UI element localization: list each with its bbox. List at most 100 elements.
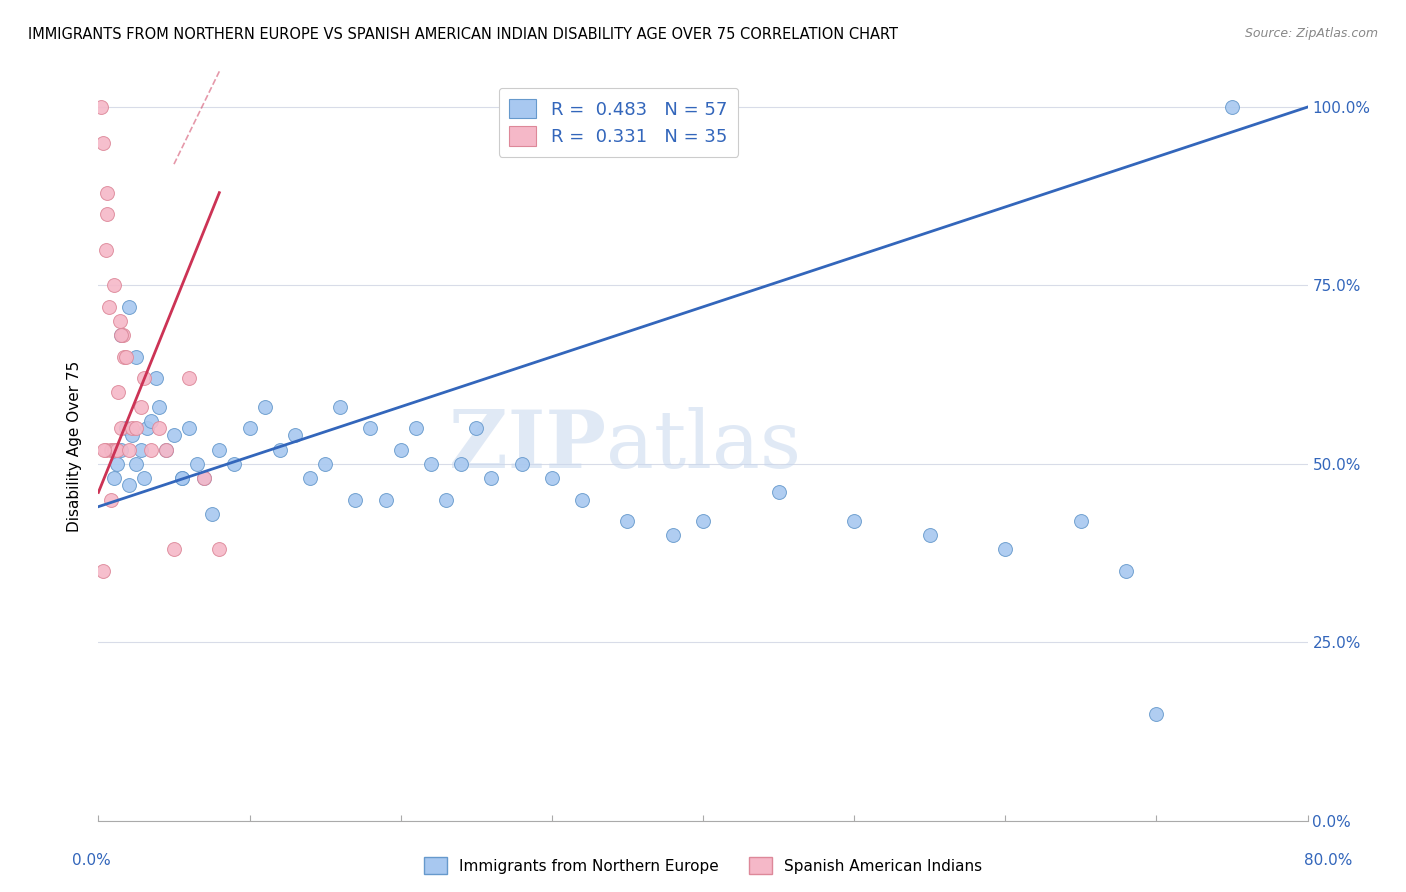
Point xyxy=(193,471,215,485)
Point xyxy=(269,442,291,457)
Point xyxy=(360,421,382,435)
Point xyxy=(96,186,118,200)
Point xyxy=(299,471,322,485)
Point xyxy=(434,492,457,507)
Point xyxy=(329,400,352,414)
Point xyxy=(94,442,117,457)
Point xyxy=(101,442,124,457)
Point xyxy=(450,457,472,471)
Point xyxy=(141,442,163,457)
Point xyxy=(108,314,131,328)
Point xyxy=(114,421,136,435)
Point xyxy=(125,421,148,435)
Point xyxy=(129,442,152,457)
Point xyxy=(253,400,276,414)
Point xyxy=(1146,706,1168,721)
Point xyxy=(110,421,132,435)
Point xyxy=(132,471,155,485)
Point xyxy=(193,471,215,485)
Point xyxy=(114,350,136,364)
Point xyxy=(1070,514,1092,528)
Point xyxy=(1220,100,1243,114)
Point xyxy=(201,507,224,521)
Point xyxy=(179,421,201,435)
Point xyxy=(94,243,117,257)
Point xyxy=(224,457,246,471)
Point xyxy=(104,442,127,457)
Point xyxy=(540,471,562,485)
Text: atlas: atlas xyxy=(606,407,801,485)
Point xyxy=(129,400,152,414)
Text: ZIP: ZIP xyxy=(450,407,606,485)
Point xyxy=(110,442,132,457)
Point xyxy=(90,100,112,114)
Point xyxy=(420,457,443,471)
Point xyxy=(389,442,412,457)
Point xyxy=(661,528,683,542)
Point xyxy=(118,442,141,457)
Point xyxy=(118,478,141,492)
Point xyxy=(163,428,186,442)
Point xyxy=(844,514,866,528)
Point xyxy=(125,350,148,364)
Point xyxy=(1115,564,1137,578)
Point xyxy=(103,471,125,485)
Point xyxy=(571,492,593,507)
Point xyxy=(91,564,114,578)
Text: 80.0%: 80.0% xyxy=(1305,854,1353,868)
Text: 0.0%: 0.0% xyxy=(72,854,111,868)
Point xyxy=(284,428,307,442)
Point xyxy=(110,328,132,343)
Point xyxy=(344,492,367,507)
Point xyxy=(98,300,121,314)
Point xyxy=(96,207,118,221)
Point xyxy=(186,457,208,471)
Point xyxy=(918,528,941,542)
Point xyxy=(100,442,122,457)
Y-axis label: Disability Age Over 75: Disability Age Over 75 xyxy=(67,360,83,532)
Point xyxy=(91,136,114,150)
Point xyxy=(179,371,201,385)
Point xyxy=(132,371,155,385)
Point xyxy=(170,471,193,485)
Point xyxy=(121,421,143,435)
Point xyxy=(100,492,122,507)
Point xyxy=(239,421,262,435)
Point xyxy=(103,442,125,457)
Point xyxy=(105,457,128,471)
Point xyxy=(374,492,396,507)
Point xyxy=(135,421,157,435)
Point xyxy=(111,328,134,343)
Point xyxy=(110,328,132,343)
Point xyxy=(170,471,193,485)
Text: IMMIGRANTS FROM NORTHERN EUROPE VS SPANISH AMERICAN INDIAN DISABILITY AGE OVER 7: IMMIGRANTS FROM NORTHERN EUROPE VS SPANI… xyxy=(28,27,898,42)
Point xyxy=(994,542,1017,557)
Point xyxy=(148,421,170,435)
Point xyxy=(405,421,427,435)
Point xyxy=(155,442,177,457)
Point xyxy=(121,428,143,442)
Point xyxy=(163,542,186,557)
Legend: Immigrants from Northern Europe, Spanish American Indians: Immigrants from Northern Europe, Spanish… xyxy=(418,851,988,880)
Point xyxy=(616,514,638,528)
Point xyxy=(148,400,170,414)
Point xyxy=(155,442,177,457)
Point xyxy=(481,471,503,485)
Point xyxy=(112,350,135,364)
Point xyxy=(125,457,148,471)
Point xyxy=(93,442,115,457)
Point xyxy=(105,442,128,457)
Legend: R =  0.483   N = 57, R =  0.331   N = 35: R = 0.483 N = 57, R = 0.331 N = 35 xyxy=(499,88,738,157)
Point xyxy=(314,457,336,471)
Point xyxy=(465,421,488,435)
Point xyxy=(208,442,231,457)
Point xyxy=(768,485,790,500)
Point xyxy=(107,385,129,400)
Point xyxy=(510,457,533,471)
Point xyxy=(103,278,125,293)
Text: Source: ZipAtlas.com: Source: ZipAtlas.com xyxy=(1244,27,1378,40)
Point xyxy=(208,542,231,557)
Point xyxy=(692,514,714,528)
Point xyxy=(118,300,141,314)
Point xyxy=(141,414,163,428)
